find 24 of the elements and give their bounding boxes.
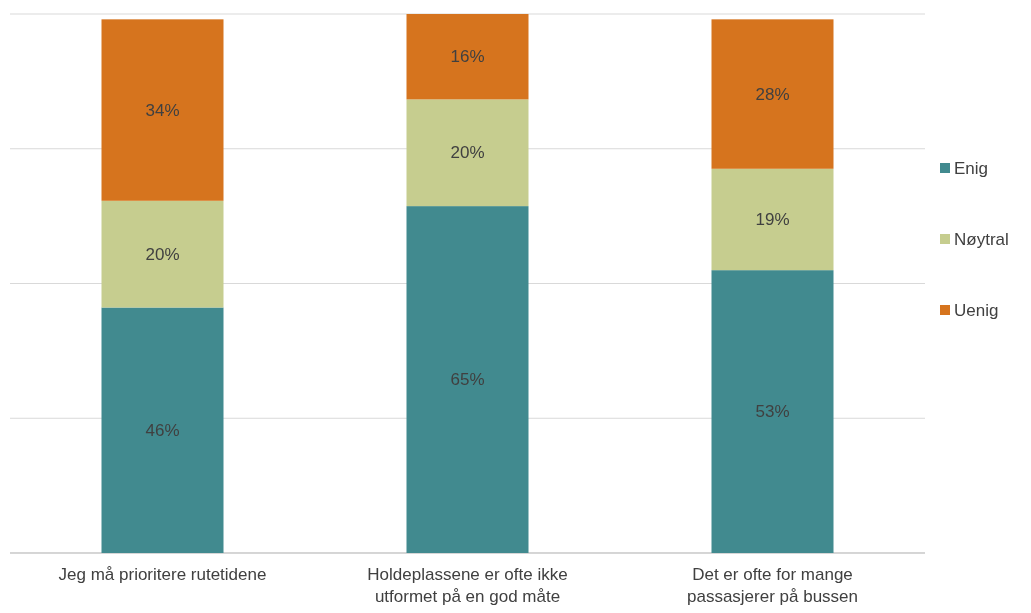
legend-label: Enig — [954, 158, 989, 178]
x-tick-label: Det er ofte for mange passasjerer på bussen — [686, 565, 859, 606]
bar — [711, 270, 834, 553]
data-label: 19% — [755, 209, 790, 229]
bar — [101, 19, 224, 201]
legend-label: Nøytral — [954, 229, 1009, 249]
x-tick-label: Holdeplassene er ofte ikke utformet på en god måte — [367, 565, 568, 606]
bar — [711, 19, 834, 169]
bar — [101, 200, 224, 308]
data-label: 16% — [450, 47, 485, 67]
legend-label: Uenig — [954, 300, 999, 320]
bar — [406, 14, 529, 100]
bar — [101, 307, 224, 553]
x-tick-label: Jeg må prioritere rutetidene — [58, 565, 267, 584]
data-label: 34% — [145, 100, 180, 120]
bar — [406, 99, 529, 207]
data-label: 20% — [450, 143, 485, 163]
data-label: 53% — [755, 402, 790, 422]
bar — [711, 168, 834, 271]
data-label: 65% — [450, 370, 485, 390]
data-label: 28% — [755, 84, 790, 104]
bar — [406, 206, 529, 553]
data-label: 20% — [145, 244, 180, 264]
data-label: 46% — [145, 420, 180, 440]
